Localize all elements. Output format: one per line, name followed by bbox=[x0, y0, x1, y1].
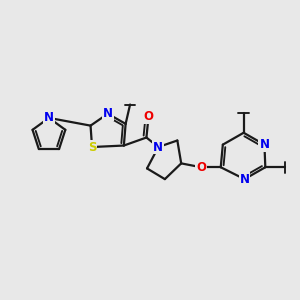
Text: N: N bbox=[153, 140, 163, 154]
Text: N: N bbox=[239, 172, 250, 186]
Text: N: N bbox=[44, 111, 54, 124]
Text: S: S bbox=[88, 140, 96, 154]
Text: N: N bbox=[260, 138, 269, 151]
Text: O: O bbox=[196, 161, 206, 174]
Text: N: N bbox=[103, 107, 113, 120]
Text: O: O bbox=[143, 110, 154, 123]
